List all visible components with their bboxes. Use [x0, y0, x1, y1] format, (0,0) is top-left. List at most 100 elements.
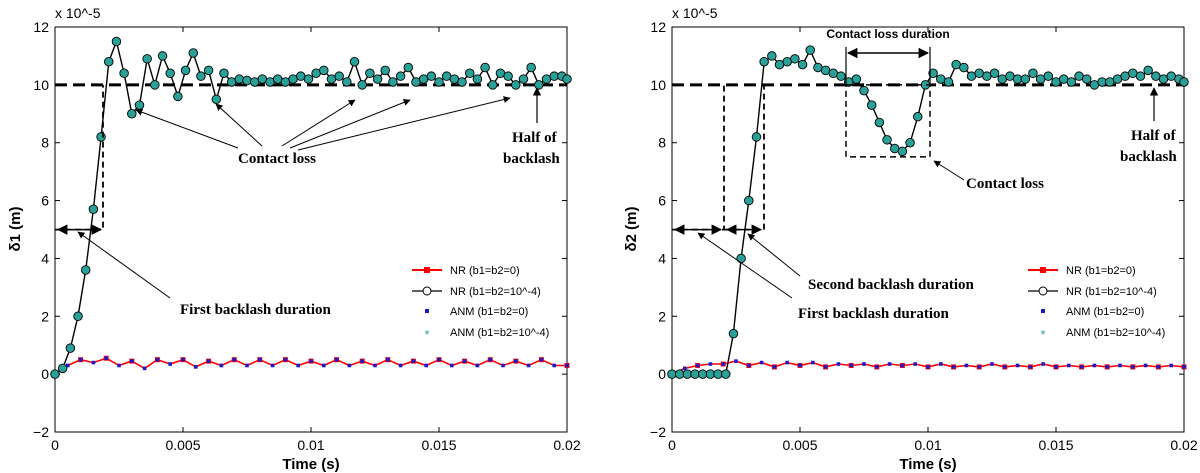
series-anm-zero-point	[887, 362, 892, 366]
series-anm-gap-point	[488, 80, 498, 90]
series-anm-zero-point	[450, 363, 454, 368]
series-anm-gap-point	[1066, 77, 1077, 87]
series-anm-zero-point	[539, 357, 544, 362]
series-anm-gap-point	[1043, 71, 1054, 81]
series-anm-gap-point	[219, 68, 229, 79]
series-anm-gap-point	[65, 343, 76, 353]
series-anm-gap-point	[196, 71, 206, 81]
y-tick-label: 10	[33, 77, 49, 93]
series-anm-gap-point	[434, 77, 444, 87]
legend-nr-zero-label: NR (b1=b2=0)	[450, 265, 520, 277]
series-anm-zero-point	[283, 357, 288, 362]
series-anm-zero-point	[990, 362, 994, 366]
series-anm-gap-point	[395, 71, 406, 81]
second-backlash-pointer	[747, 233, 801, 277]
series-anm-zero-point	[1118, 363, 1122, 368]
y-tick-label: 8	[658, 135, 666, 151]
series-anm-gap-point	[1135, 71, 1146, 81]
series-anm-gap-point	[372, 74, 383, 84]
contact-loss-duration-label: Contact loss duration	[826, 27, 949, 41]
series-anm-zero-point	[1131, 365, 1135, 369]
series-anm-gap-point	[767, 51, 777, 61]
x-tick-label: 0.02	[1170, 437, 1197, 453]
series-anm-zero-point	[759, 360, 764, 365]
series-anm-gap-point	[173, 91, 183, 102]
legend-anm-zero-marker	[425, 309, 429, 313]
legend-anm-gap-marker: *	[424, 327, 429, 342]
x-axis-label-right: Time (s)	[899, 456, 956, 473]
series-anm-gap-point	[111, 36, 122, 47]
series-anm-zero-point	[1028, 365, 1033, 369]
series-anm-gap-point	[503, 71, 513, 81]
series-anm-gap-point	[744, 195, 754, 206]
series-anm-gap-point	[928, 68, 938, 79]
contact-loss-arrow-5	[297, 96, 511, 151]
series-anm-zero-point	[373, 363, 377, 368]
series-anm-zero-point	[398, 363, 403, 368]
series-anm-gap-point	[526, 62, 536, 73]
half-backlash-label-right-2: backlash	[1120, 149, 1177, 165]
first-backlash-label-right: First backlash duration	[798, 306, 950, 322]
x-tick-label: 0	[51, 437, 59, 453]
series-anm-zero-point	[347, 363, 352, 368]
y-axis-label-right: δ2 (m)	[623, 207, 640, 252]
legend-left: NR (b1=b2=0) NR (b1=b2=10^-4) ANM (b1=b2…	[412, 265, 549, 342]
series-anm-zero-point	[811, 360, 815, 365]
series-anm-gap-point	[157, 51, 168, 61]
series-nr-gap-line	[672, 48, 1185, 375]
y-tick-label: 6	[41, 193, 49, 209]
series-anm-zero-point	[964, 363, 969, 368]
series-anm-gap-point	[88, 204, 99, 214]
legend-anm-gap-marker: *	[1040, 327, 1045, 342]
series-anm-gap-point	[1028, 68, 1038, 79]
series-anm-gap-point	[721, 369, 731, 379]
series-anm-zero-point	[772, 365, 777, 369]
second-backlash-step-right	[724, 84, 765, 231]
series-anm-gap-point	[882, 135, 892, 145]
series-anm-gap-point	[905, 137, 915, 148]
series-anm-gap-point	[1020, 74, 1031, 84]
first-backlash-pointer-left	[77, 231, 171, 299]
x-tick-label: 0.005	[782, 437, 817, 453]
series-anm-gap-point	[759, 56, 769, 67]
series-anm-zero-point	[926, 365, 930, 369]
y-tick-label: 4	[41, 250, 49, 266]
series-anm-gap-point	[242, 75, 252, 86]
y-tick-label: 6	[658, 193, 666, 209]
series-anm-gap-point	[534, 80, 544, 90]
series-anm-zero-point	[747, 363, 751, 368]
scale-label-left: x 10^-5	[55, 5, 101, 21]
series-anm-zero-point	[66, 363, 70, 368]
series-anm-gap-point	[426, 71, 437, 81]
series-anm-zero-point	[117, 363, 121, 368]
series-anm-zero-point	[322, 363, 326, 368]
series-anm-zero-point	[78, 357, 83, 362]
series-anm-zero-point	[683, 366, 687, 371]
series-anm-gap-point	[150, 80, 160, 90]
series-anm-gap-point	[943, 77, 954, 87]
series-anm-zero-point	[232, 357, 236, 362]
series-anm-gap-point	[913, 111, 923, 122]
series-anm-zero-point	[552, 363, 556, 368]
series-anm-zero-point	[181, 357, 185, 362]
series-anm-gap-point	[50, 369, 60, 379]
legend-anm-zero-label: ANM (b1=b2=0)	[450, 306, 528, 318]
half-backlash-label-right-1: Half of	[1131, 128, 1177, 144]
first-backlash-pointer-right	[697, 232, 793, 299]
x-tick-label: 0.01	[297, 437, 324, 453]
series-anm-zero-point	[1015, 363, 1020, 368]
series-anm-gap-point	[319, 65, 329, 76]
series-anm-gap-point	[80, 265, 91, 275]
legend-nr-gap-marker	[1038, 286, 1048, 296]
series-anm-gap-point	[365, 68, 375, 79]
series-anm-zero-point	[785, 360, 789, 365]
contact-loss-label-left: Contact loss	[238, 151, 316, 167]
legend-nr-zero-marker	[1040, 267, 1046, 273]
series-anm-gap-point	[805, 45, 815, 55]
series-anm-gap-point	[357, 80, 367, 90]
series-anm-gap-point	[57, 363, 68, 374]
series-anm-gap-point	[380, 65, 390, 76]
series-anm-zero-point	[91, 360, 96, 365]
